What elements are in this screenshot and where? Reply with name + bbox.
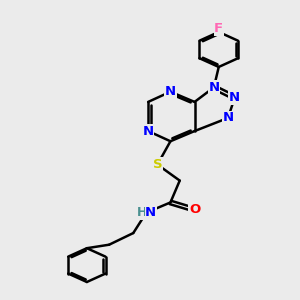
Text: N: N	[229, 91, 240, 104]
Text: N: N	[208, 81, 220, 94]
Text: N: N	[165, 85, 176, 98]
Text: N: N	[223, 111, 234, 124]
Text: F: F	[214, 22, 223, 35]
Text: O: O	[189, 203, 200, 216]
Text: H: H	[136, 206, 147, 219]
Text: N: N	[142, 124, 154, 138]
Text: N: N	[145, 206, 156, 219]
Text: S: S	[153, 158, 162, 171]
